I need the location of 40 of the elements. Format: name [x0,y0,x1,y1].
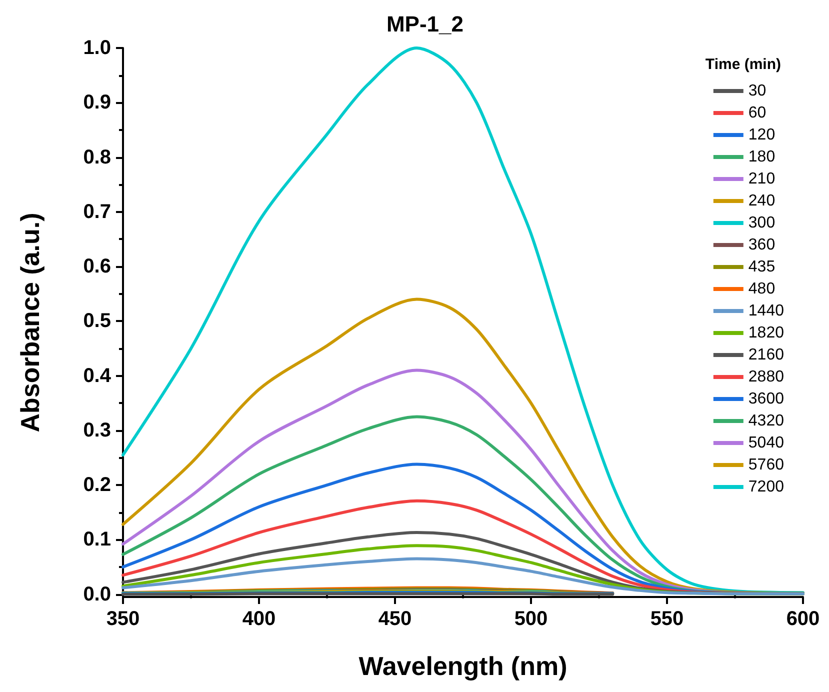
legend-label: 3600 [748,390,784,408]
x-tick-label: 450 [378,608,412,630]
y-tick-label: 0.9 [83,92,111,114]
legend-label: 120 [748,126,776,144]
legend-title: Time (min) [705,56,782,73]
y-tick-label: 0.8 [83,146,111,168]
y-tick-label: 0.7 [83,200,111,223]
legend-label: 360 [748,236,776,254]
legend-label: 2160 [748,346,784,364]
legend-label: 5040 [748,434,784,452]
legend-label: 435 [748,258,776,276]
chart-title: MP-1_2 [386,12,464,36]
y-tick-label: 0.2 [83,474,111,496]
y-tick-label: 0.5 [83,310,111,332]
y-tick-label: 0.0 [83,583,111,606]
legend-label: 7200 [748,478,784,496]
y-tick-label: 0.6 [83,256,111,278]
legend-label: 30 [748,82,766,100]
y-tick-label: 1.0 [83,37,111,59]
y-tick-label: 0.4 [83,364,112,387]
legend-label: 1820 [748,324,784,342]
y-tick-label: 0.1 [83,528,111,551]
x-tick-label: 550 [650,608,684,630]
legend-label: 2880 [748,368,784,386]
y-axis-title: Absorbance (a.u.) [15,212,45,432]
legend-label: 210 [748,170,776,188]
legend-label: 480 [748,280,776,298]
legend-label: 4320 [748,412,784,430]
x-tick-label: 600 [786,608,820,630]
x-axis-title: Wavelength (nm) [358,651,568,681]
legend-label: 240 [748,192,776,210]
x-tick-label: 400 [242,608,276,630]
legend-label: 5760 [748,456,784,474]
y-tick-label: 0.3 [83,419,111,442]
legend-label: 300 [748,214,776,232]
legend-label: 180 [748,148,776,166]
x-tick-label: 500 [514,608,548,630]
x-tick-label: 350 [106,608,140,630]
legend-label: 60 [748,104,766,122]
legend-label: 1440 [748,302,784,320]
